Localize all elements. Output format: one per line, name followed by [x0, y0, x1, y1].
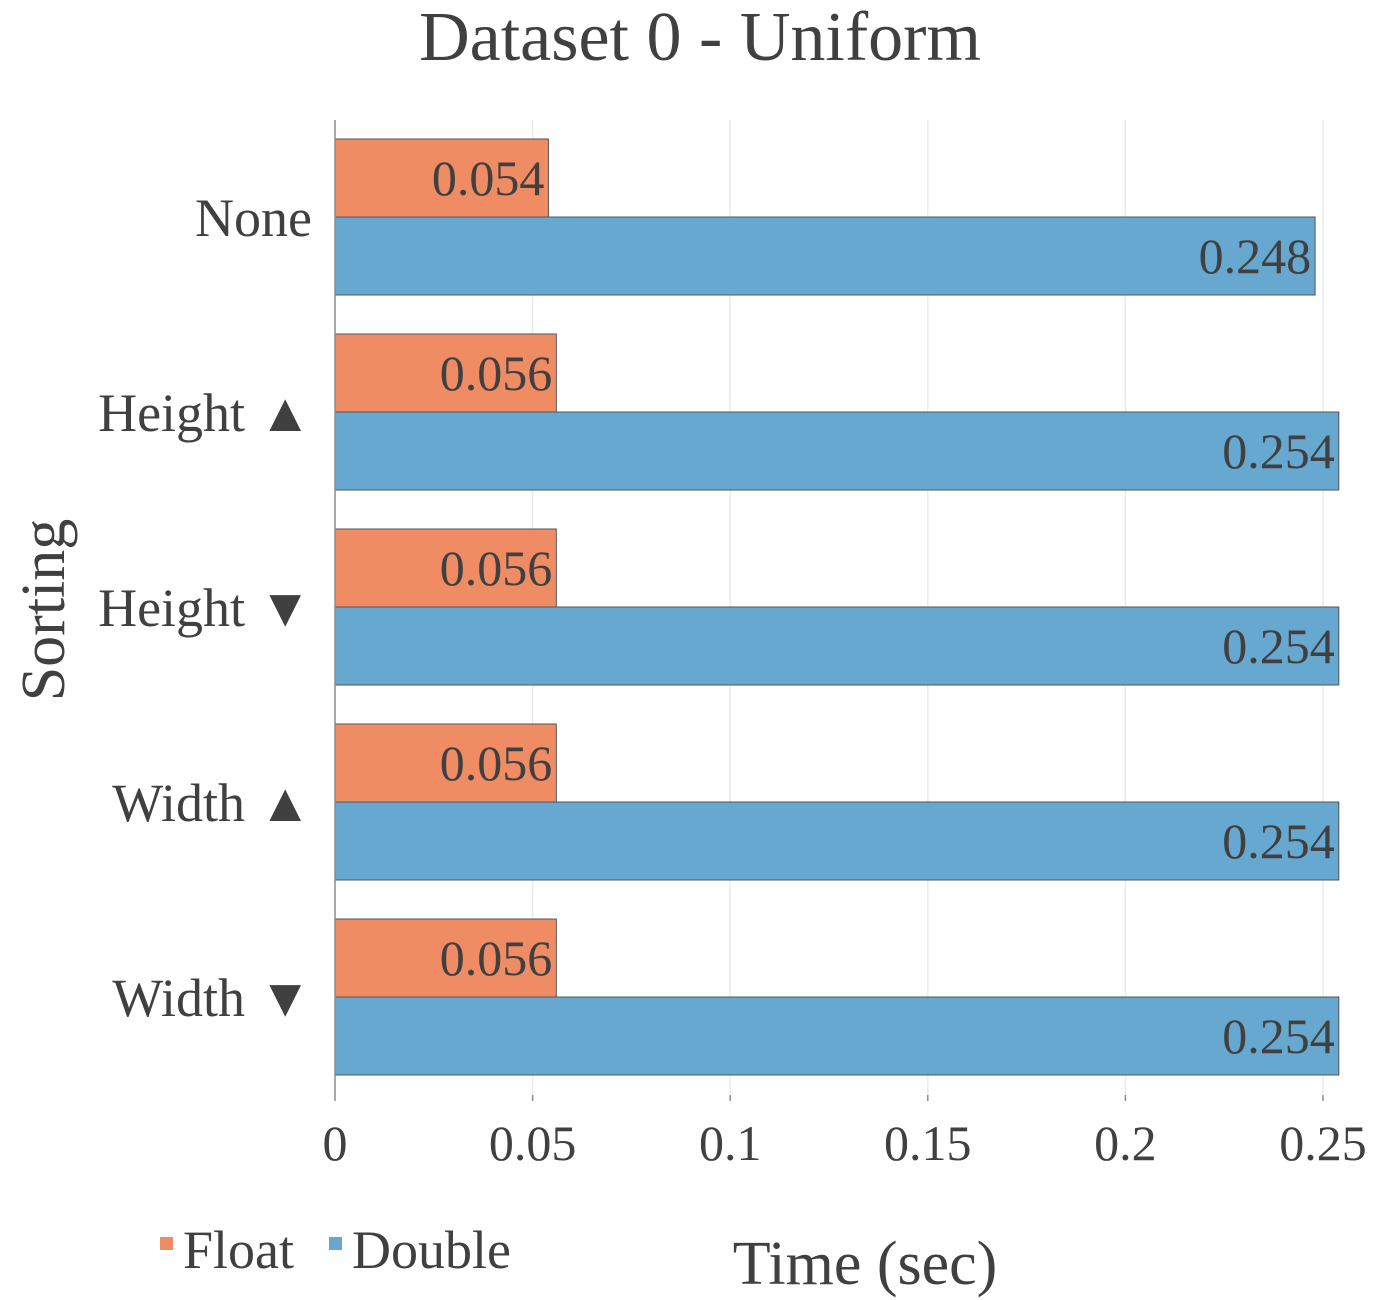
bar-double-width-down [334, 996, 1340, 1076]
legend-label-double: Double [352, 1220, 511, 1280]
bar-float-width-down [334, 918, 557, 998]
data-label-float-width-down: 0.056 [440, 930, 553, 986]
data-label-float-width-up: 0.056 [440, 735, 553, 791]
data-label-double-height-down: 0.254 [1222, 618, 1335, 674]
y-category-label-height-down: Height ▼ [98, 578, 312, 638]
x-tick-label: 0.2 [1094, 1115, 1157, 1171]
bar-float-height-up [334, 333, 557, 413]
y-category-label-height-up: Height ▲ [98, 383, 312, 443]
y-category-label-none: None [195, 188, 312, 248]
data-label-double-width-down: 0.254 [1222, 1008, 1335, 1064]
data-labels: 0.054 0.248 0.056 0.254 0.056 0.254 0.056 0.254… [432, 150, 1335, 1064]
bar-float-height-down [334, 528, 557, 608]
data-label-float-none: 0.054 [432, 150, 545, 206]
legend-label-float: Float [183, 1220, 294, 1280]
data-label-double-height-up: 0.254 [1222, 423, 1335, 479]
legend-swatch-double [329, 1237, 342, 1250]
y-axis-title: Sorting [10, 519, 78, 702]
legend: Float Double [160, 1220, 511, 1280]
x-axis-title: Time (sec) [733, 1230, 998, 1298]
x-tick-label: 0.15 [884, 1115, 972, 1171]
x-tick-label: 0 [323, 1115, 348, 1171]
bar-float-width-up [334, 723, 557, 803]
data-label-double-none: 0.248 [1199, 228, 1312, 284]
y-category-label-width-down: Width ▼ [112, 968, 312, 1028]
x-tick-label: 0.25 [1279, 1115, 1367, 1171]
data-label-double-width-up: 0.254 [1222, 813, 1335, 869]
bar-double-height-down [334, 606, 1340, 686]
data-label-float-height-down: 0.056 [440, 540, 553, 596]
y-axis-category-labels: None Height ▲ Height ▼ Width ▲ Width ▼ [98, 188, 312, 1028]
bar-double-height-up [334, 411, 1340, 491]
bar-float-none [334, 138, 549, 218]
bar-double-width-up [334, 801, 1340, 881]
legend-swatch-float [160, 1237, 173, 1250]
bars [334, 138, 1340, 1076]
bar-double-none [334, 216, 1316, 296]
chart-title: Dataset 0 - Uniform [419, 0, 981, 76]
y-category-label-width-up: Width ▲ [112, 773, 312, 833]
data-label-float-height-up: 0.056 [440, 345, 553, 401]
x-tick-label: 0.05 [489, 1115, 577, 1171]
x-tick-label: 0.1 [699, 1115, 762, 1171]
x-axis-ticks: 0 0.05 0.1 0.15 0.2 0.25 [323, 1095, 1367, 1171]
